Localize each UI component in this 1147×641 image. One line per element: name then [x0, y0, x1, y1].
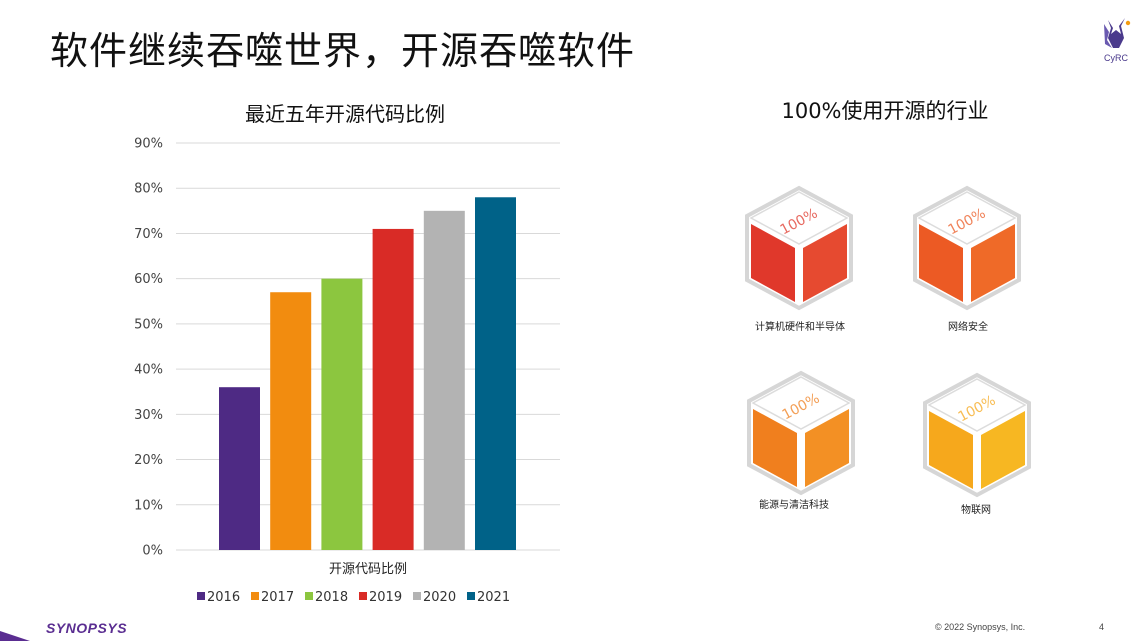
y-tick-label: 90% — [134, 137, 163, 152]
industry-label: 物联网 — [961, 505, 991, 516]
y-tick-label: 10% — [134, 498, 163, 513]
legend-swatch — [413, 592, 421, 600]
y-tick-label: 60% — [134, 272, 163, 287]
x-axis-label: 开源代码比例 — [329, 562, 407, 577]
cyrc-logo-icon: CyRC — [1104, 18, 1131, 63]
chart-bars — [219, 197, 516, 551]
slide-title: 软件继续吞噬世界，开源吞噬软件 — [50, 29, 636, 73]
legend-label: 2016 — [207, 590, 240, 605]
bar-chart: 0% 10% 20% 30% 40% 50% 60% 70% 80% 90% 开源代码比例 201… — [134, 137, 560, 605]
bar-2018 — [321, 278, 363, 550]
industry-label: 计算机硬件和半导体 — [755, 322, 845, 333]
synopsys-logo: SYNOPSYS — [46, 620, 128, 636]
bar-2016 — [219, 387, 260, 550]
industries-title: 100%使用开源的行业 — [781, 99, 989, 123]
legend-label: 2020 — [423, 590, 456, 605]
industry-cube-icon: 100% — [745, 369, 865, 499]
legend-swatch — [197, 592, 205, 600]
y-tick-label: 50% — [134, 317, 163, 332]
industry-label: 能源与清洁科技 — [759, 500, 829, 511]
legend-swatch — [251, 592, 259, 600]
industry-cube-icon: 100% — [911, 184, 1031, 314]
legend-label: 2017 — [261, 590, 294, 605]
industry-cube-icon: 100% — [921, 371, 1041, 501]
copyright-text: © 2022 Synopsys, Inc. — [935, 622, 1026, 632]
y-tick-label: 0% — [142, 544, 163, 559]
chart-legend: 2016 2017 2018 2019 2020 2021 — [197, 590, 510, 605]
y-tick-label: 80% — [134, 182, 163, 197]
page-number: 4 — [1099, 622, 1105, 632]
y-axis-ticks: 0% 10% 20% 30% 40% 50% 60% 70% 80% 90% — [134, 137, 163, 559]
y-tick-label: 40% — [134, 363, 163, 378]
legend-swatch — [359, 592, 367, 600]
footer-accent — [0, 631, 30, 641]
legend-label: 2019 — [369, 590, 402, 605]
legend-label: 2021 — [477, 590, 510, 605]
industry-label: 网络安全 — [948, 322, 988, 333]
legend-swatch — [467, 592, 475, 600]
legend-swatch — [305, 592, 313, 600]
y-tick-label: 20% — [134, 453, 163, 468]
industry-cube-icon: 100% — [743, 184, 863, 314]
bar-2021 — [475, 197, 516, 550]
bar-2019 — [372, 228, 414, 550]
y-tick-label: 70% — [134, 227, 163, 242]
bar-2020 — [423, 210, 465, 551]
chart-title: 最近五年开源代码比例 — [245, 102, 445, 126]
bar-2017 — [270, 292, 312, 550]
legend-label: 2018 — [315, 590, 348, 605]
logo-text: CyRC — [1104, 53, 1128, 63]
y-tick-label: 30% — [134, 408, 163, 423]
